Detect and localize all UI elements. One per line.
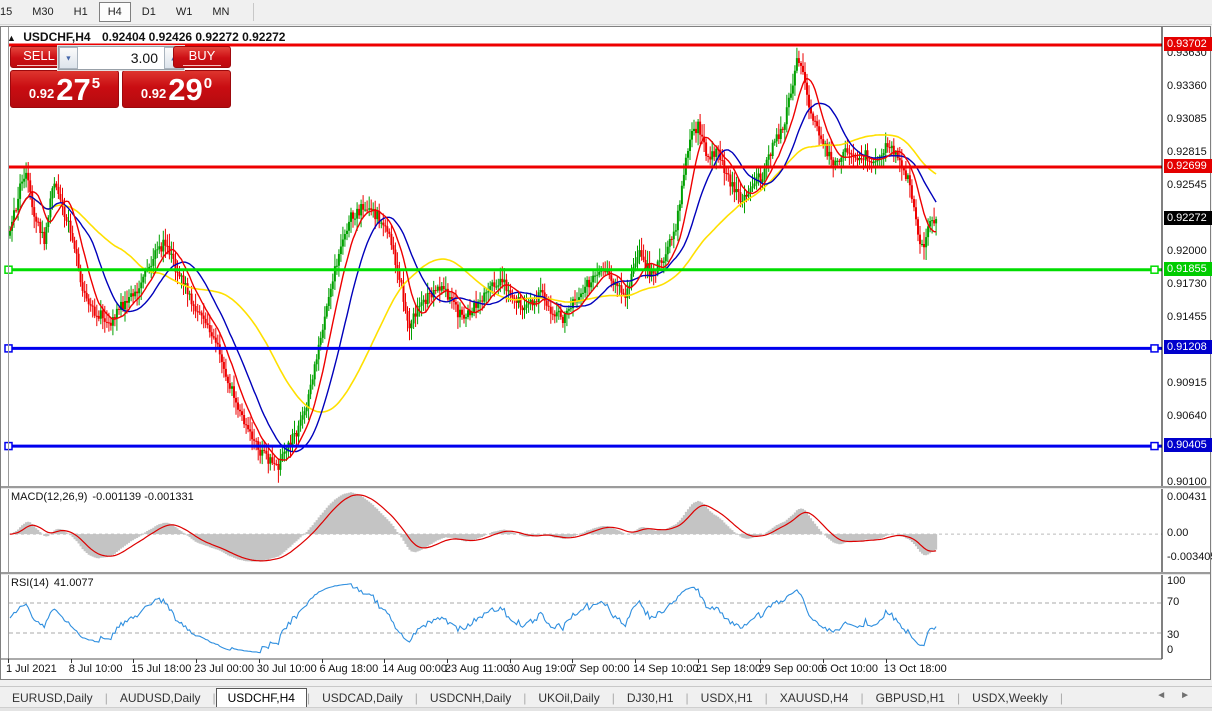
tab-divider: |: [685, 690, 689, 705]
tab-audusd-daily[interactable]: AUDUSD,Daily: [119, 690, 201, 705]
tab-xauusd-h4[interactable]: XAUUSD,H4: [779, 690, 849, 705]
timeframe-button-h4[interactable]: H4: [98, 2, 131, 22]
buy-price-pip: 0: [203, 74, 213, 92]
rsi-indicator-label: RSI(14) 41.0077: [11, 577, 94, 589]
buy-price-prefix: 0.92: [140, 85, 167, 101]
tab-divider: |: [1059, 690, 1064, 705]
tab-usdx-weekly[interactable]: USDX,Weekly: [972, 690, 1048, 705]
timeframe-button-d1[interactable]: D1: [141, 6, 156, 18]
volume-input[interactable]: 3.00: [130, 50, 158, 66]
sell-price-main: 27: [56, 71, 91, 107]
tab-ukoil-daily[interactable]: UKOil,Daily: [538, 690, 600, 705]
price-chart-canvas[interactable]: [1, 27, 1210, 679]
timeframe-button-mn[interactable]: MN: [212, 6, 230, 18]
ohlc-values: 0.92404 0.92426 0.92272 0.92272: [101, 30, 286, 44]
tab-divider: |: [104, 690, 108, 705]
tab-divider: |: [306, 690, 311, 705]
chart-window: ▲ USDCHF,H4 0.92404 0.92426 0.92272 0.92…: [0, 26, 1212, 680]
sell-price-display[interactable]: 0.92 27 5: [10, 70, 119, 108]
panel-separator[interactable]: [1, 572, 1210, 575]
tab-divider: |: [860, 690, 864, 705]
tab-divider: |: [523, 690, 527, 705]
collapse-icon[interactable]: ▲: [7, 33, 16, 43]
buy-button[interactable]: BUY: [173, 46, 231, 68]
status-bar: [0, 707, 1212, 711]
tab-divider: |: [764, 690, 768, 705]
buy-price-display[interactable]: 0.92 29 0: [122, 70, 231, 108]
chart-tab-bar: EURUSD,Daily | AUDUSD,Daily | USDCHF,H4 | USDC…: [0, 686, 1212, 708]
timeframe-button-w1[interactable]: W1: [175, 6, 193, 18]
symbol-title: USDCHF,H4: [23, 30, 91, 44]
tab-divider: |: [956, 690, 961, 705]
tab-usdchf-h4[interactable]: USDCHF,H4: [215, 687, 307, 708]
macd-indicator-label: MACD(12,26,9) -0.001139 -0.001331: [11, 491, 194, 503]
tab-gbpusd-h1[interactable]: GBPUSD,H1: [875, 690, 945, 705]
timeframe-button-h1[interactable]: H1: [73, 6, 88, 18]
timeframe-button-15[interactable]: 15: [0, 6, 13, 18]
timeframe-button-m30[interactable]: M30: [32, 6, 54, 18]
buy-price-main: 29: [168, 71, 203, 107]
tab-divider: |: [414, 690, 418, 705]
sell-price-prefix: 0.92: [28, 85, 55, 101]
tab-scroll-arrows[interactable]: ◄►: [1156, 690, 1204, 701]
tab-eurusd-daily[interactable]: EURUSD,Daily: [12, 690, 93, 705]
tab-usdcad-daily[interactable]: USDCAD,Daily: [322, 690, 403, 705]
tab-divider: |: [611, 690, 615, 705]
volume-stepper: ▼ 3.00 ▲: [58, 46, 184, 70]
panel-separator[interactable]: [1, 486, 1210, 489]
sell-button[interactable]: SELL: [10, 46, 68, 68]
sell-price-pip: 5: [91, 74, 101, 92]
tab-usdcnh-daily[interactable]: USDCNH,Daily: [429, 690, 512, 705]
tab-dj30-h1[interactable]: DJ30,H1: [626, 690, 674, 705]
toolbar-separator: [253, 3, 255, 21]
tab-divider: |: [212, 690, 216, 705]
timeframe-toolbar: 15 M30 H1 H4 D1 W1 MN: [0, 0, 1212, 25]
chevron-down-icon: ▼: [64, 54, 73, 62]
chart-title: ▲ USDCHF,H4 0.92404 0.92426 0.92272 0.92…: [7, 30, 285, 44]
tab-usdx-h1[interactable]: USDX,H1: [700, 690, 753, 705]
volume-decrease-button[interactable]: ▼: [59, 47, 78, 69]
